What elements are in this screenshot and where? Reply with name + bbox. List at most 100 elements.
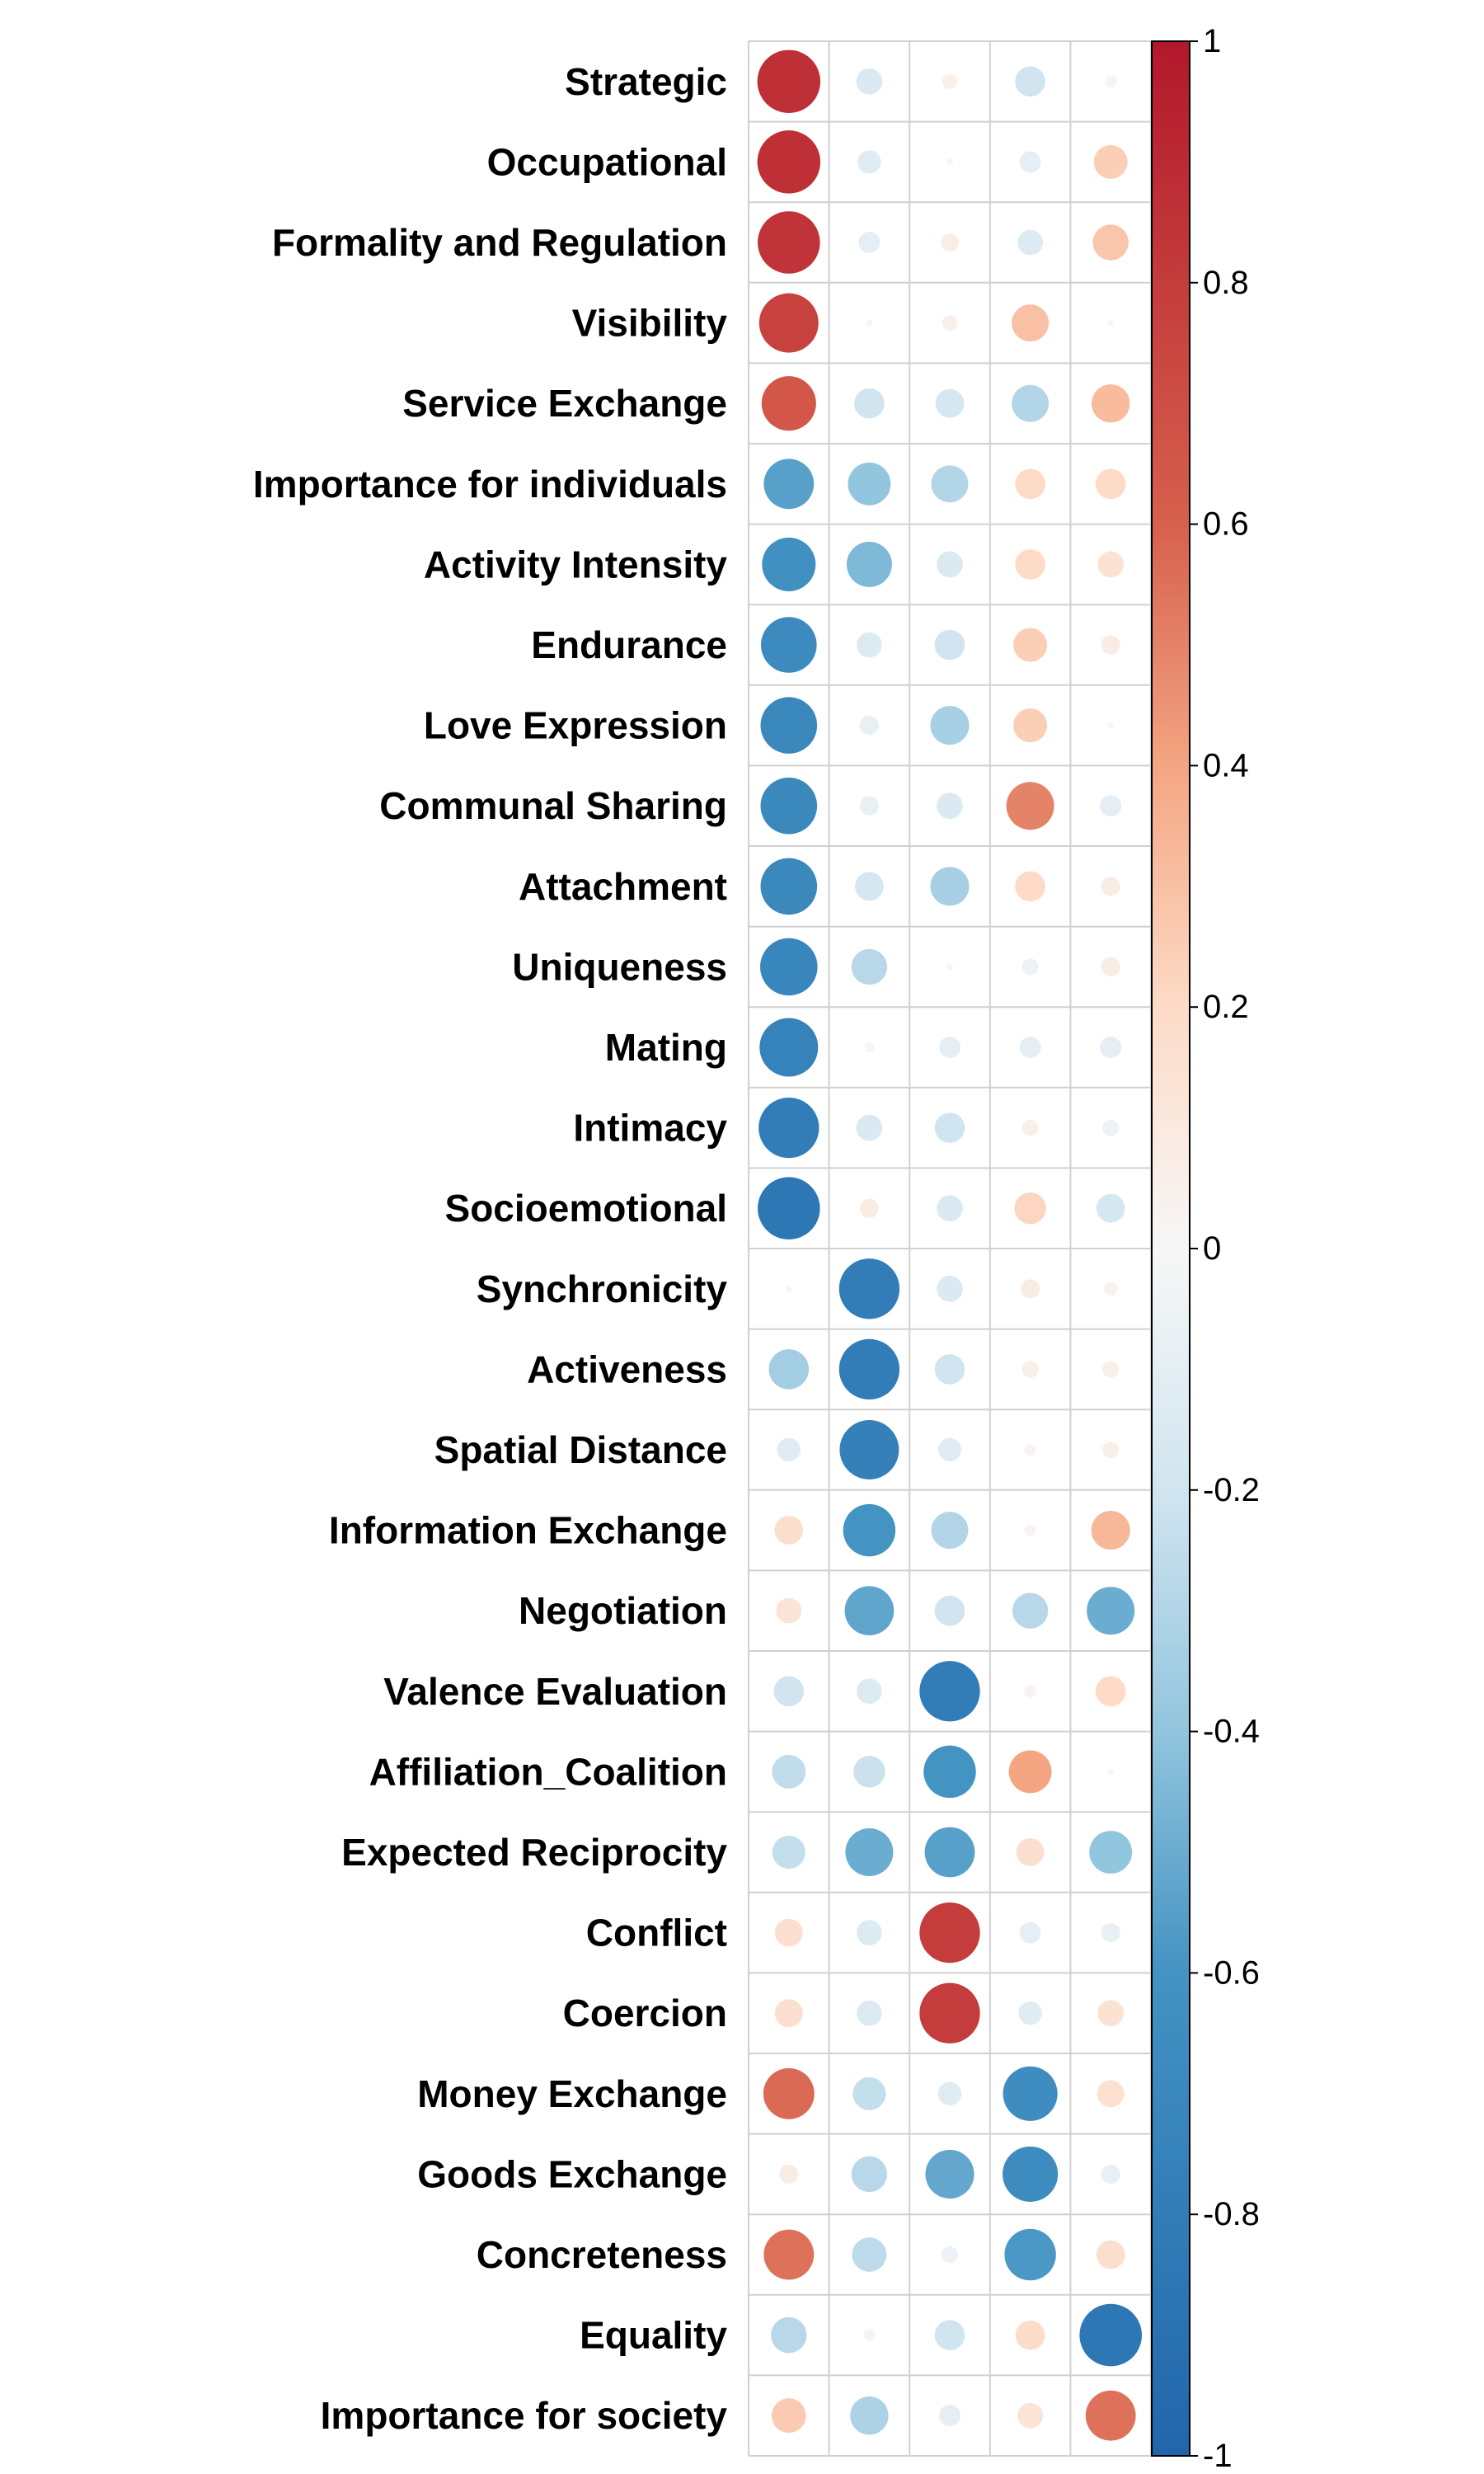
correlation-circle — [919, 1982, 980, 2044]
correlation-circle — [760, 858, 818, 915]
row-label: Communal Sharing — [379, 784, 727, 827]
correlation-circle — [934, 2320, 965, 2350]
correlation-circle — [757, 49, 821, 114]
correlation-circle — [852, 2077, 886, 2110]
correlation-circle — [838, 1338, 900, 1400]
correlation-circle — [1015, 468, 1045, 500]
colorbar-tick-label: 0.6 — [1203, 506, 1249, 543]
correlation-circle — [758, 1177, 820, 1239]
correlation-circle — [1015, 2320, 1045, 2350]
correlation-circle — [937, 551, 963, 578]
correlation-circle — [939, 2405, 960, 2427]
correlation-circle — [768, 1349, 810, 1390]
correlation-circle — [851, 948, 888, 985]
row-label: Importance for society — [321, 2394, 728, 2437]
correlation-circle — [859, 1198, 879, 1218]
correlation-circle — [758, 1097, 819, 1159]
row-label: Valence Evaluation — [383, 1670, 727, 1713]
correlation-circle — [1015, 549, 1045, 580]
correlation-circle — [774, 1999, 803, 2028]
correlation-circle — [919, 1902, 980, 1964]
correlation-circle — [771, 2398, 806, 2434]
correlation-circle — [937, 1437, 962, 1462]
correlation-circle — [857, 2000, 882, 2026]
correlation-circle — [863, 2329, 876, 2341]
correlation-circle — [1101, 877, 1120, 896]
correlation-circle — [763, 2067, 815, 2119]
row-label: Importance for individuals — [253, 463, 727, 506]
correlation-circle — [1107, 722, 1115, 729]
correlation-circle — [760, 938, 818, 996]
correlation-circle — [934, 1595, 965, 1626]
row-labels: Strategic Occupational Formality and Regul… — [253, 60, 728, 2437]
correlation-circle — [1107, 319, 1115, 327]
row-label: Negotiation — [519, 1589, 727, 1632]
colorbar-tick-label: 0 — [1203, 1230, 1221, 1267]
correlation-circle — [763, 2229, 815, 2280]
correlation-circle — [1024, 1524, 1036, 1536]
correlation-circle — [851, 2156, 888, 2193]
correlation-circle — [772, 1835, 805, 1870]
colorbar-tick-label: -0.2 — [1203, 1472, 1260, 1508]
correlation-circle — [1017, 2402, 1043, 2429]
correlation-circle — [757, 130, 821, 194]
correlation-circle — [1096, 2240, 1125, 2269]
correlation-circle — [1097, 2080, 1125, 2108]
correlation-circle — [1092, 384, 1130, 423]
correlation-circle — [857, 1920, 882, 1945]
row-label: Uniqueness — [512, 945, 727, 988]
correlation-circle — [923, 1745, 976, 1799]
correlation-circle — [1004, 2228, 1056, 2281]
row-label: Expected Reciprocity — [341, 1831, 727, 1874]
correlation-circle — [1006, 782, 1054, 830]
colorbar-tick-label: -1 — [1203, 2438, 1233, 2474]
correlation-circle — [934, 1112, 965, 1143]
correlation-circle — [934, 1354, 965, 1385]
correlation-circle — [1024, 1443, 1036, 1456]
correlation-circle — [844, 1586, 895, 1636]
correlation-circle — [1092, 224, 1129, 261]
correlation-circle — [1012, 1592, 1049, 1629]
row-label: Activeness — [527, 1348, 727, 1390]
correlation-circle — [937, 2081, 962, 2105]
colorbar-tick-label: 0.2 — [1203, 989, 1249, 1025]
correlation-circle — [1101, 635, 1120, 655]
correlation-circle — [858, 232, 881, 253]
colorbar-tick-label: -0.8 — [1203, 2196, 1260, 2232]
correlation-circle — [848, 462, 891, 506]
correlation-circle — [838, 1258, 900, 1319]
correlation-circle — [864, 1042, 875, 1052]
correlation-circle — [1021, 1279, 1040, 1299]
correlation-circle — [924, 1827, 975, 1878]
correlation-circle — [1102, 1361, 1120, 1378]
correlation-circle — [1079, 2303, 1142, 2367]
row-label: Intimacy — [573, 1107, 727, 1150]
correlation-circle — [1014, 1192, 1046, 1225]
row-label: Occupational — [487, 140, 727, 183]
correlation-circle — [843, 1503, 896, 1557]
correlation-circle — [1091, 1511, 1130, 1550]
colorbar-tick-label: 0.4 — [1203, 747, 1249, 783]
row-label: Strategic — [565, 60, 727, 103]
row-label: Endurance — [531, 623, 727, 666]
row-label: Service Exchange — [402, 382, 727, 425]
correlation-circle — [925, 2149, 974, 2199]
correlation-circle — [839, 1420, 899, 1479]
correlation-circle — [1085, 2390, 1136, 2441]
correlation-circle — [1021, 1361, 1039, 1378]
correlation-circle — [1097, 551, 1125, 578]
correlation-circle — [1019, 151, 1041, 173]
correlation-circle — [758, 293, 819, 353]
correlation-circle — [853, 1756, 885, 1788]
correlation-circle — [931, 1512, 969, 1550]
row-label: Synchronicity — [477, 1268, 728, 1310]
row-label: Concreteness — [477, 2233, 727, 2276]
correlation-circle — [931, 465, 969, 503]
correlation-circle — [758, 211, 820, 274]
correlation-circle — [762, 537, 816, 591]
colorbar-tick-label: 1 — [1203, 23, 1221, 59]
correlation-circle — [1013, 628, 1048, 662]
correlation-circle — [857, 632, 882, 658]
colorbar-tick-label: -0.6 — [1203, 1954, 1260, 1991]
